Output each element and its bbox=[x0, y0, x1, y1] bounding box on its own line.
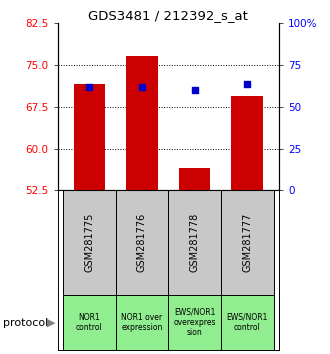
Bar bbox=[231, 96, 263, 190]
Text: EWS/NOR1
overexpres
sion: EWS/NOR1 overexpres sion bbox=[173, 308, 216, 337]
Bar bbox=[126, 57, 158, 190]
Point bbox=[139, 84, 145, 90]
Point bbox=[192, 87, 197, 93]
Text: NOR1
control: NOR1 control bbox=[76, 313, 103, 332]
Bar bbox=[221, 295, 274, 350]
Point bbox=[245, 81, 250, 87]
Bar bbox=[63, 295, 116, 350]
Text: EWS/NOR1
control: EWS/NOR1 control bbox=[227, 313, 268, 332]
Bar bbox=[168, 190, 221, 295]
Text: GSM281777: GSM281777 bbox=[242, 213, 252, 272]
Bar bbox=[115, 190, 168, 295]
Text: GSM281775: GSM281775 bbox=[84, 213, 94, 272]
Text: NOR1 over
expression: NOR1 over expression bbox=[121, 313, 163, 332]
Bar bbox=[168, 295, 221, 350]
Bar bbox=[179, 168, 211, 190]
Bar bbox=[115, 295, 168, 350]
Text: protocol: protocol bbox=[3, 318, 49, 327]
Text: GSM281778: GSM281778 bbox=[190, 213, 200, 272]
Point bbox=[87, 84, 92, 90]
Title: GDS3481 / 212392_s_at: GDS3481 / 212392_s_at bbox=[88, 9, 248, 22]
Bar bbox=[63, 190, 116, 295]
Bar bbox=[221, 190, 274, 295]
Text: ▶: ▶ bbox=[47, 318, 55, 327]
Text: GSM281776: GSM281776 bbox=[137, 213, 147, 272]
Bar bbox=[74, 84, 105, 190]
